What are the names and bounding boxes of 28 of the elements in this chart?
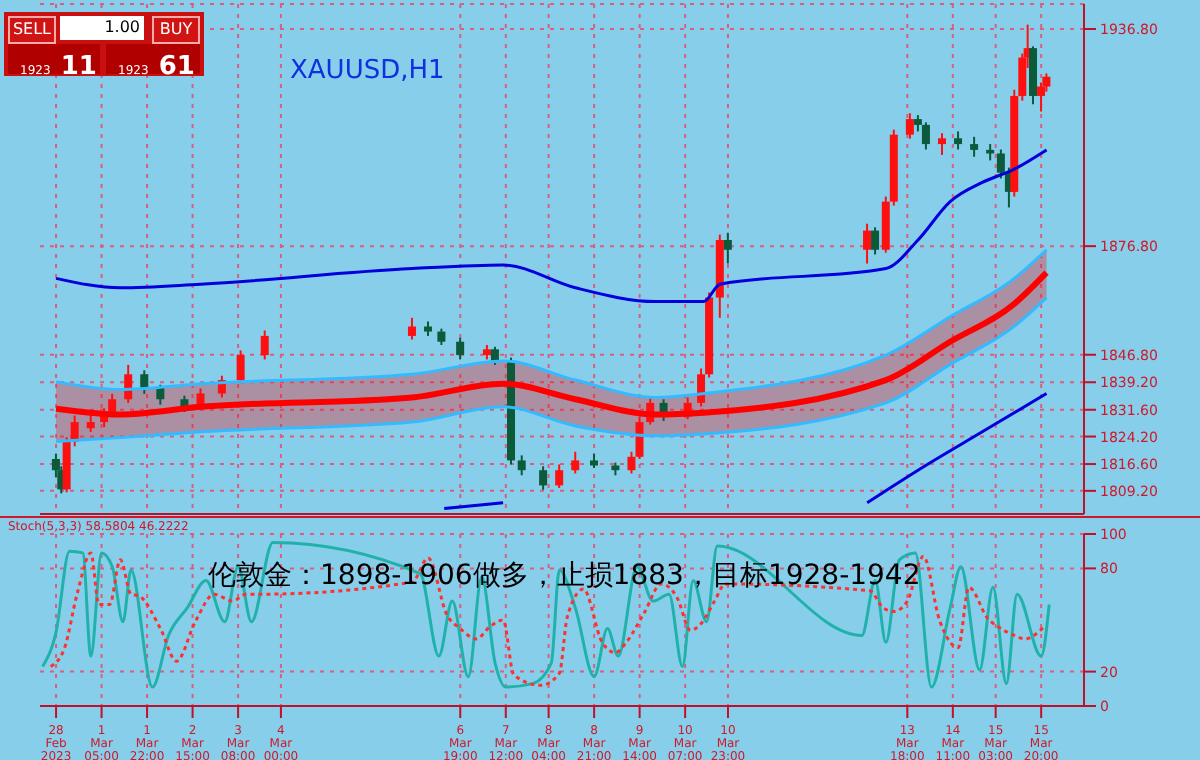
annotation: BUY (152, 16, 200, 44)
candlestick (407, 316, 416, 341)
candlestick (140, 369, 149, 395)
candlestick (260, 329, 269, 361)
annotation: SELL (8, 16, 56, 44)
candlestick (1037, 81, 1046, 113)
candlestick (1029, 45, 1037, 106)
candlestick (921, 121, 930, 151)
candlestick (970, 135, 979, 158)
candlestick (863, 222, 872, 265)
candlestick (517, 454, 526, 477)
annotation: 1.00 (60, 16, 144, 40)
candlestick (539, 465, 548, 491)
line-series (54, 148, 1049, 304)
candlestick (555, 463, 564, 489)
candlestick (905, 112, 914, 140)
candlestick (937, 132, 946, 156)
candlestick (723, 231, 732, 265)
candlestick (490, 345, 499, 366)
candlestick (456, 336, 465, 361)
text: XAUUSD,H1 (290, 56, 445, 86)
annotation: 伦敦金：1898-1906做多，止损1883，目标1928-1942 (208, 558, 921, 594)
candlestick (954, 130, 963, 151)
candlestick (871, 226, 880, 256)
annotation: 61 (158, 52, 195, 82)
candlestick (571, 450, 580, 475)
line-series (54, 296, 1049, 444)
annotation: 11 (60, 52, 97, 82)
